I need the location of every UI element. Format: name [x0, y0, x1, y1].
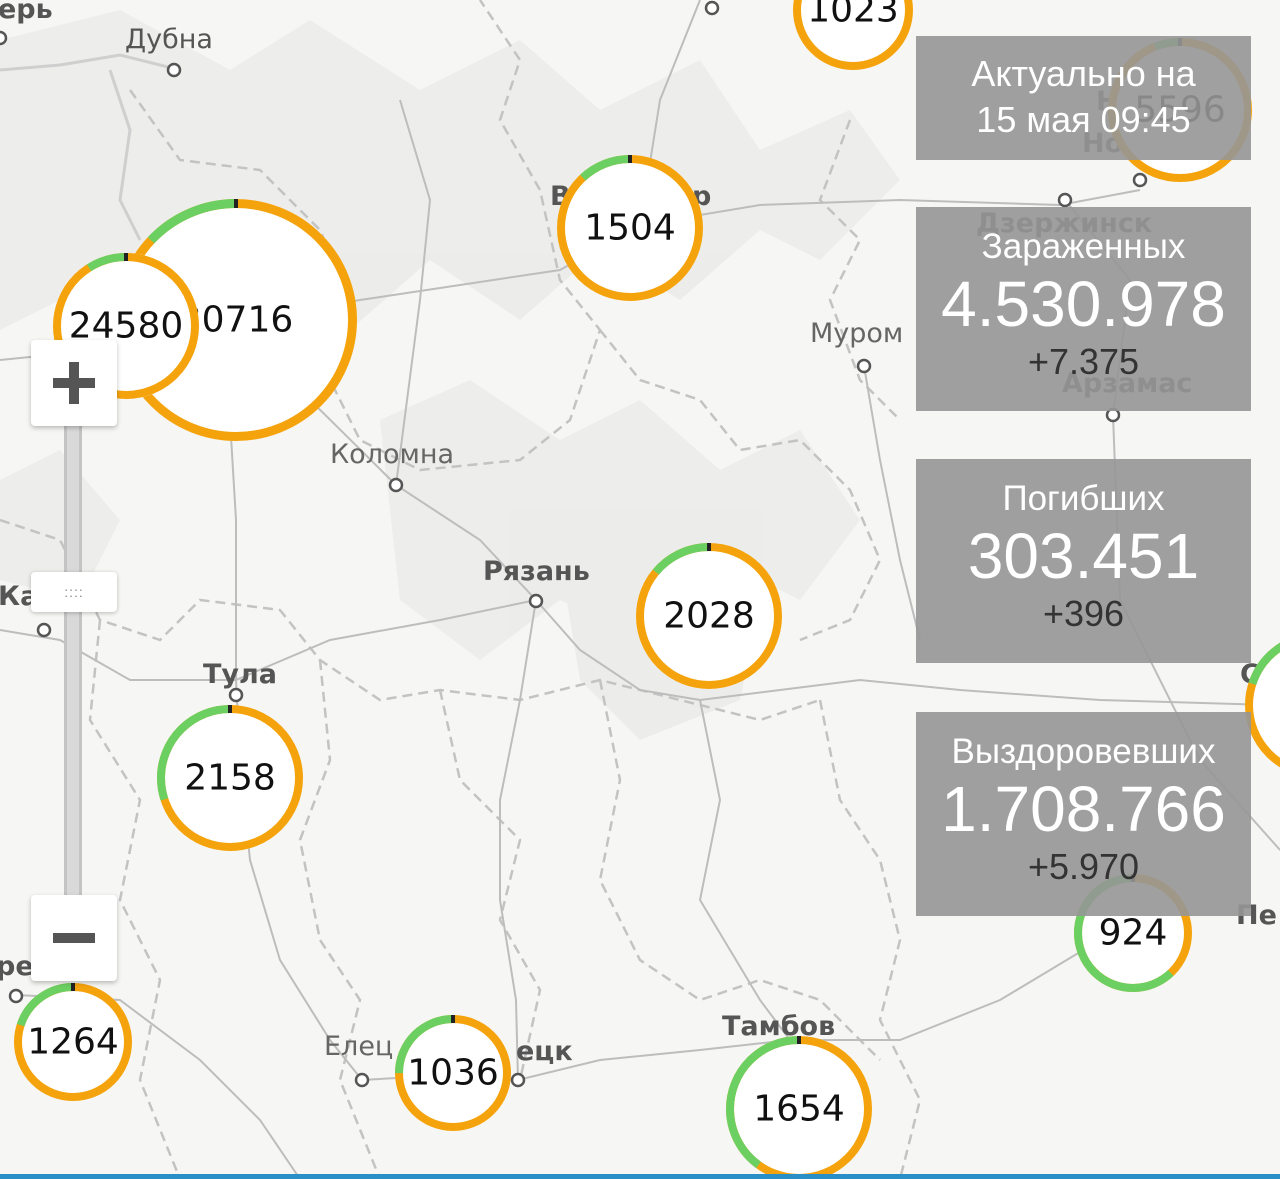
cluster-count: 24580 [69, 306, 184, 347]
city-marker [354, 1072, 370, 1088]
infected-panel: Зараженных 4.530.978 +7.375 [916, 207, 1251, 411]
city-label: ецк [516, 1036, 573, 1067]
infected-label: Зараженных [981, 227, 1186, 266]
zoom-slider-track[interactable] [64, 420, 82, 940]
cluster-marker[interactable]: 30716 [115, 199, 357, 441]
city-label: Коломна [330, 439, 454, 470]
cluster-count: 1654 [753, 1089, 845, 1130]
recovered-delta: +5.970 [1027, 846, 1140, 887]
cluster-count: 1023 [807, 0, 899, 31]
updated-time: 15 мая 09:45 [976, 99, 1191, 140]
cluster-count: 924 [1099, 913, 1168, 954]
updated-panel: Актуально на 15 мая 09:45 [916, 36, 1251, 160]
zoom-slider-handle[interactable]: :::: [31, 572, 117, 612]
cluster-marker[interactable]: 1654 [726, 1036, 872, 1179]
city-marker [388, 477, 404, 493]
region-borders [0, 0, 922, 1179]
cluster-marker[interactable]: 2158 [157, 705, 303, 851]
plus-icon-vertical [69, 362, 79, 404]
cluster-count: 2028 [663, 596, 755, 637]
cluster-count: 1504 [584, 208, 676, 249]
bottom-edge-bar [0, 1174, 1280, 1179]
city-marker [0, 30, 8, 46]
city-marker [166, 62, 182, 78]
cluster-ring-infected [793, 0, 913, 70]
zoom-out-button[interactable] [31, 895, 117, 981]
cluster-count: 2158 [184, 758, 276, 799]
infected-value: 4.530.978 [941, 268, 1226, 340]
cluster-marker[interactable]: 1504 [557, 155, 703, 301]
cluster-marker[interactable]: 1 [1245, 632, 1280, 778]
city-label: Тула [203, 659, 277, 690]
deaths-label: Погибших [1002, 479, 1165, 518]
city-marker [704, 0, 720, 16]
city-marker [1132, 172, 1148, 188]
cluster-count: 1036 [407, 1053, 499, 1094]
city-label: ре [0, 951, 34, 982]
city-label: Дубна [125, 24, 213, 55]
cluster-ring-infected [1245, 642, 1280, 768]
deaths-panel: Погибших 303.451 +396 [916, 459, 1251, 663]
cluster-marker[interactable]: 2028 [636, 543, 782, 689]
city-label: ерь [0, 0, 53, 25]
city-marker [8, 988, 24, 1004]
cluster-layer: 1023559615043071624580202821581264103616… [14, 0, 1280, 1179]
city-marker [528, 593, 544, 609]
city-marker [856, 358, 872, 374]
city-label: Тамбов [722, 1011, 835, 1042]
infected-delta: +7.375 [1027, 341, 1140, 382]
city-marker [1057, 192, 1073, 208]
deaths-delta: +396 [1042, 593, 1125, 634]
zoom-in-button[interactable] [31, 340, 117, 426]
recovered-value: 1.708.766 [941, 773, 1226, 845]
cluster-count: 1264 [27, 1022, 119, 1063]
recovered-label: Выздоровевших [951, 732, 1216, 771]
cluster-marker[interactable]: 1023 [793, 0, 913, 70]
updated-label: Актуально на [971, 53, 1196, 94]
city-marker [36, 622, 52, 638]
city-label: Муром [810, 318, 903, 349]
deaths-value: 303.451 [967, 520, 1200, 592]
minus-icon [53, 933, 95, 943]
recovered-panel: Выздоровевших 1.708.766 +5.970 [916, 712, 1251, 916]
cluster-marker[interactable]: 1264 [14, 983, 132, 1101]
city-label: Елец [324, 1031, 393, 1062]
city-marker [510, 1072, 526, 1088]
city-marker [228, 687, 244, 703]
city-label: Рязань [483, 556, 590, 587]
zoom-control: :::: [31, 340, 119, 981]
rivers [0, 53, 181, 241]
cluster-marker[interactable]: 1036 [395, 1015, 511, 1131]
